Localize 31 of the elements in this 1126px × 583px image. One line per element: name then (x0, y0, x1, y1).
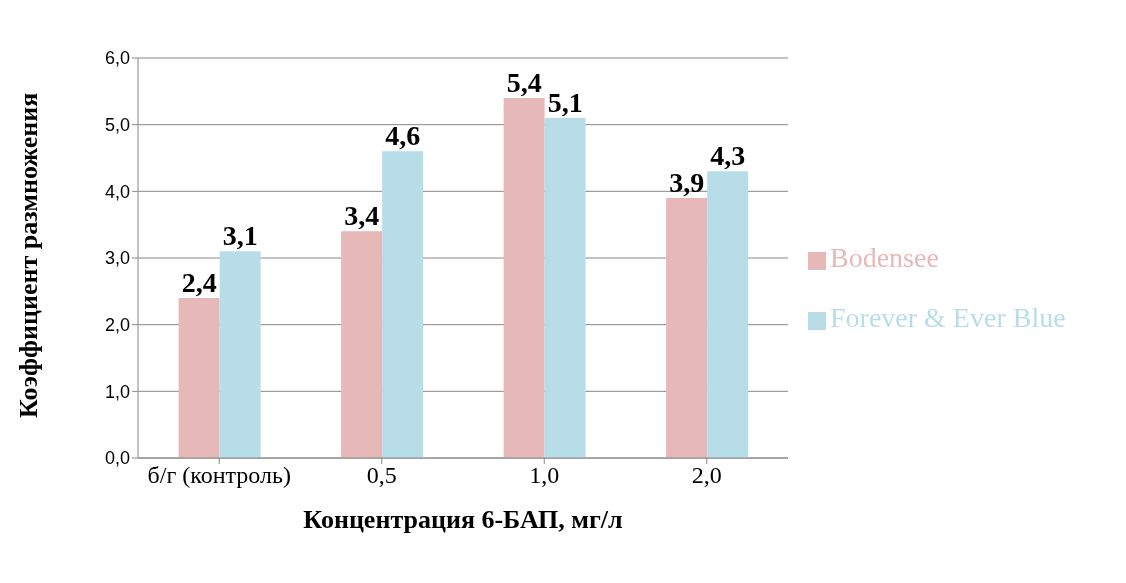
y-tick-label: 5,0 (104, 115, 130, 136)
y-tick-label: 4,0 (104, 181, 130, 202)
data-label: 3,4 (344, 200, 380, 232)
y-tick-label: 1,0 (104, 381, 130, 402)
data-label: 5,1 (547, 87, 583, 118)
legend-label: Bodensee (830, 242, 939, 273)
bar (341, 231, 383, 458)
x-tick-label: б/г (контроль) (147, 462, 291, 489)
y-tick-label: 2,0 (104, 315, 130, 336)
bar (666, 198, 708, 458)
bar (382, 151, 424, 458)
data-label: 2,4 (181, 267, 217, 298)
bar (178, 298, 220, 458)
y-tick-label: 6,0 (104, 48, 130, 69)
y-tick-label: 3,0 (104, 248, 130, 269)
bar (707, 171, 749, 458)
data-label: 5,4 (506, 67, 542, 98)
y-axis-title: Коэффициент размножения (14, 92, 44, 418)
data-label: 3,1 (222, 220, 258, 252)
x-tick-label: 2,0 (691, 462, 722, 489)
bar (219, 251, 261, 458)
x-tick-label: 1,0 (529, 462, 560, 489)
data-label: 4,6 (385, 120, 421, 152)
bar (503, 98, 545, 458)
x-axis-title: Концентрация 6-БАП, мг/л (303, 505, 623, 534)
y-tick-label: 0,0 (104, 448, 130, 469)
legend-label: Forever & Ever Blue (830, 302, 1066, 333)
data-label: 3,9 (669, 167, 705, 198)
x-tick-label: 0,5 (366, 462, 397, 489)
data-label: 4,3 (710, 140, 746, 172)
bar (544, 118, 586, 458)
